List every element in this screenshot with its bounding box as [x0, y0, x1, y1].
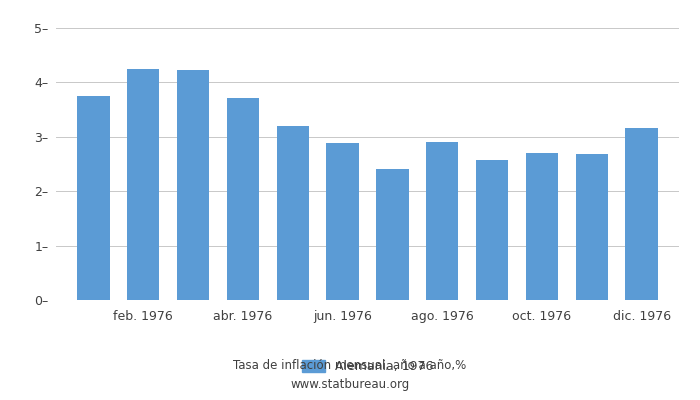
Bar — [476, 160, 508, 300]
Bar — [77, 96, 110, 300]
Bar — [376, 170, 409, 300]
Legend: Alemania, 1976: Alemania, 1976 — [297, 355, 438, 378]
Bar — [326, 143, 359, 300]
Bar — [575, 154, 608, 300]
Bar — [177, 70, 209, 300]
Bar — [526, 153, 558, 300]
Text: Tasa de inflación mensual, año a año,%: Tasa de inflación mensual, año a año,% — [233, 360, 467, 372]
Text: www.statbureau.org: www.statbureau.org — [290, 378, 410, 391]
Bar — [127, 69, 160, 300]
Bar — [625, 128, 658, 300]
Bar — [426, 142, 459, 300]
Bar — [276, 126, 309, 300]
Bar — [227, 98, 259, 300]
